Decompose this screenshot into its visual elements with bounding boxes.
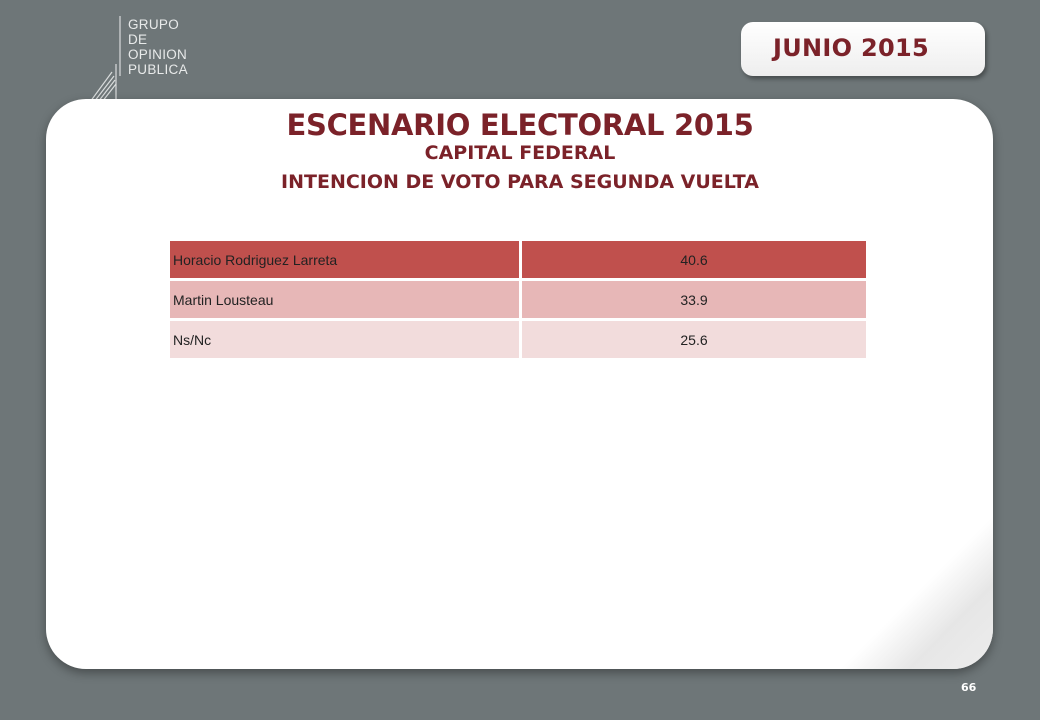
candidate-name: Ns/Nc — [170, 321, 519, 358]
table-row: Horacio Rodriguez Larreta 40.6 — [170, 241, 866, 278]
page-curl-decoration — [833, 489, 993, 669]
table-row: Martin Lousteau 33.9 — [170, 281, 866, 318]
logo-wordmark: GRUPO DE OPINION PUBLICA — [128, 17, 188, 77]
candidate-name: Martin Lousteau — [170, 281, 519, 318]
vote-percentage: 40.6 — [519, 241, 866, 278]
logo-line: PUBLICA — [128, 62, 188, 77]
vote-percentage: 25.6 — [519, 321, 866, 358]
page-number: 66 — [961, 681, 977, 694]
date-label: JUNIO 2015 — [773, 34, 929, 62]
page-title: ESCENARIO ELECTORAL 2015 — [286, 108, 754, 142]
results-table: Horacio Rodriguez Larreta 40.6 Martin Lo… — [170, 238, 866, 361]
table-row: Ns/Nc 25.6 — [170, 321, 866, 358]
page-subtitle: CAPITAL FEDERAL — [424, 142, 616, 164]
content-card — [46, 99, 993, 669]
logo-line: OPINION — [128, 47, 188, 62]
candidate-name: Horacio Rodriguez Larreta — [170, 241, 519, 278]
logo-line: DE — [128, 32, 148, 47]
page-subtitle-2: INTENCION DE VOTO PARA SEGUNDA VUELTA — [281, 171, 759, 193]
vote-percentage: 33.9 — [519, 281, 866, 318]
logo-line: GRUPO — [128, 17, 180, 32]
date-tab: JUNIO 2015 — [741, 22, 985, 76]
